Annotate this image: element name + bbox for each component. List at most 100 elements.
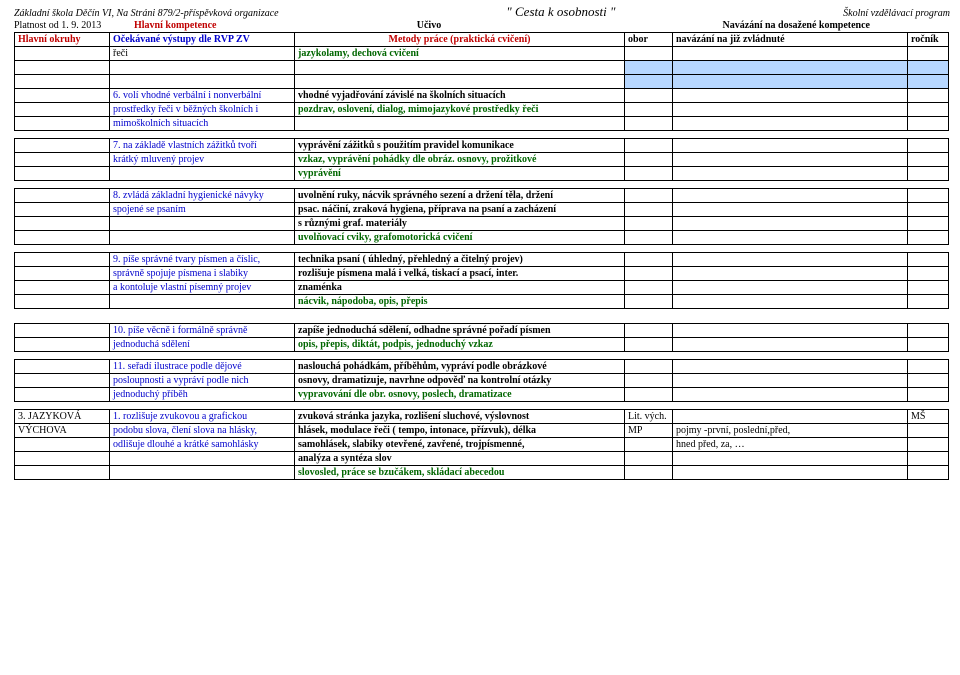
table-row: jednoduchá sděleníopis, přepis, diktát, … xyxy=(15,338,949,352)
cell xyxy=(625,388,673,402)
cell xyxy=(15,153,110,167)
cell: 11. seřadí ilustrace podle dějové xyxy=(110,360,295,374)
table-row xyxy=(15,316,949,324)
cell: 8. zvládá základní hygienické návyky xyxy=(110,189,295,203)
cell xyxy=(673,217,908,231)
cell xyxy=(673,253,908,267)
cell xyxy=(110,167,295,181)
cell xyxy=(673,167,908,181)
cell xyxy=(15,167,110,181)
cell xyxy=(908,281,949,295)
table-row: VÝCHOVApodobu slova, člení slova na hlás… xyxy=(15,424,949,438)
cell xyxy=(15,438,110,452)
cell xyxy=(15,388,110,402)
cell: posloupnosti a vypráví podle nich xyxy=(110,374,295,388)
cell: 10. píše věcně i formálně správně xyxy=(110,324,295,338)
cell xyxy=(673,47,908,61)
cell xyxy=(625,466,673,480)
cell xyxy=(625,338,673,352)
table-row: mimoškolních situacích xyxy=(15,117,949,131)
cell: technika psaní ( úhledný, přehledný a či… xyxy=(295,253,625,267)
cell: slovosled, práce se bzučákem, skládací a… xyxy=(295,466,625,480)
cell: naslouchá pohádkám, příběhům, vypráví po… xyxy=(295,360,625,374)
cell xyxy=(908,438,949,452)
table-row xyxy=(15,61,949,75)
cell xyxy=(908,374,949,388)
cell: VÝCHOVA xyxy=(15,424,110,438)
table-row xyxy=(15,309,949,317)
cell xyxy=(15,47,110,61)
cell: vyprávění zážitků s použitím pravidel ko… xyxy=(295,139,625,153)
cell: odlišuje dlouhé a krátké samohlásky xyxy=(110,438,295,452)
cell xyxy=(625,167,673,181)
cell xyxy=(15,281,110,295)
table-row: správně spojuje písmena i slabikyrozlišu… xyxy=(15,267,949,281)
table-row: odlišuje dlouhé a krátké samohláskysamoh… xyxy=(15,438,949,452)
cell: spojené se psaním xyxy=(110,203,295,217)
cell: jednoduchá sdělení xyxy=(110,338,295,352)
table-row: s různými graf. materiály xyxy=(15,217,949,231)
cell xyxy=(15,139,110,153)
cell xyxy=(625,324,673,338)
table-row: prostředky řeči v běžných školních ipozd… xyxy=(15,103,949,117)
cell: uvolňovací cviky, grafomotorická cvičení xyxy=(295,231,625,245)
cell: uvolnění ruky, nácvik správného sezení a… xyxy=(295,189,625,203)
cell xyxy=(908,189,949,203)
cell: 3. JAZYKOVÁ xyxy=(15,410,110,424)
cell xyxy=(673,360,908,374)
cell xyxy=(908,324,949,338)
school-name: Základní škola Děčín VI, Na Stráni 879/2… xyxy=(14,8,279,19)
table-row xyxy=(15,181,949,189)
cell xyxy=(908,253,949,267)
cell xyxy=(625,281,673,295)
cell xyxy=(625,47,673,61)
table-row: uvolňovací cviky, grafomotorická cvičení xyxy=(15,231,949,245)
cell xyxy=(15,103,110,117)
cell xyxy=(295,117,625,131)
cell: zapíše jednoduchá sdělení, odhadne správ… xyxy=(295,324,625,338)
cell: hlásek, modulace řeči ( tempo, intonace,… xyxy=(295,424,625,438)
cell: a kontoluje vlastní písemný projev xyxy=(110,281,295,295)
cell xyxy=(908,452,949,466)
hdr-vystupy: Očekávané výstupy dle RVP ZV xyxy=(110,33,295,47)
cell xyxy=(908,360,949,374)
table-row: nácvik, nápodoba, opis, přepis xyxy=(15,295,949,309)
table-row: 6. volí vhodné verbální i nonverbálnívho… xyxy=(15,89,949,103)
cell xyxy=(908,167,949,181)
cell xyxy=(673,189,908,203)
motto: " Cesta k osobnosti " xyxy=(506,4,615,20)
cell xyxy=(625,139,673,153)
cell: psac. náčiní, zraková hygiena, příprava … xyxy=(295,203,625,217)
heading-navaz: Navázání na dosažené kompetence xyxy=(544,20,960,31)
cell xyxy=(15,267,110,281)
cell xyxy=(908,89,949,103)
cell xyxy=(625,374,673,388)
table-row xyxy=(15,75,949,89)
cell: Lit. vých. xyxy=(625,410,673,424)
cell xyxy=(908,424,949,438)
cell xyxy=(625,253,673,267)
cell: 1. rozlišuje zvukovou a grafickou xyxy=(110,410,295,424)
cell xyxy=(110,295,295,309)
cell: samohlásek, slabiky otevřené, zavřené, t… xyxy=(295,438,625,452)
cell xyxy=(908,103,949,117)
hdr-metody: Metody práce (praktická cvičení) xyxy=(295,33,625,47)
cell xyxy=(673,374,908,388)
cell xyxy=(908,203,949,217)
cell: vzkaz, vyprávění pohádky dle obráz. osno… xyxy=(295,153,625,167)
program-name: Školní vzdělávací program xyxy=(843,8,950,19)
cell xyxy=(15,117,110,131)
cell xyxy=(625,153,673,167)
cell: podobu slova, člení slova na hlásky, xyxy=(110,424,295,438)
cell xyxy=(15,295,110,309)
cell xyxy=(625,438,673,452)
valid-from: Platnost od 1. 9. 2013 xyxy=(14,20,134,31)
cell xyxy=(908,267,949,281)
cell xyxy=(908,153,949,167)
cell: pozdrav, oslovení, dialog, mimojazykové … xyxy=(295,103,625,117)
cell xyxy=(15,374,110,388)
cell: 7. na základě vlastních zážitků tvoří xyxy=(110,139,295,153)
table-row: 10. píše věcně i formálně správnězapíše … xyxy=(15,324,949,338)
heading-ucivo: Učivo xyxy=(314,20,544,31)
cell xyxy=(625,189,673,203)
